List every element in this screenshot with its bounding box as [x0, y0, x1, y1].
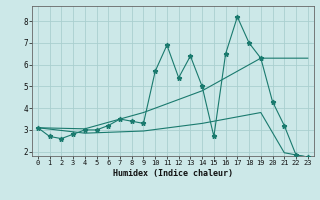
- X-axis label: Humidex (Indice chaleur): Humidex (Indice chaleur): [113, 169, 233, 178]
